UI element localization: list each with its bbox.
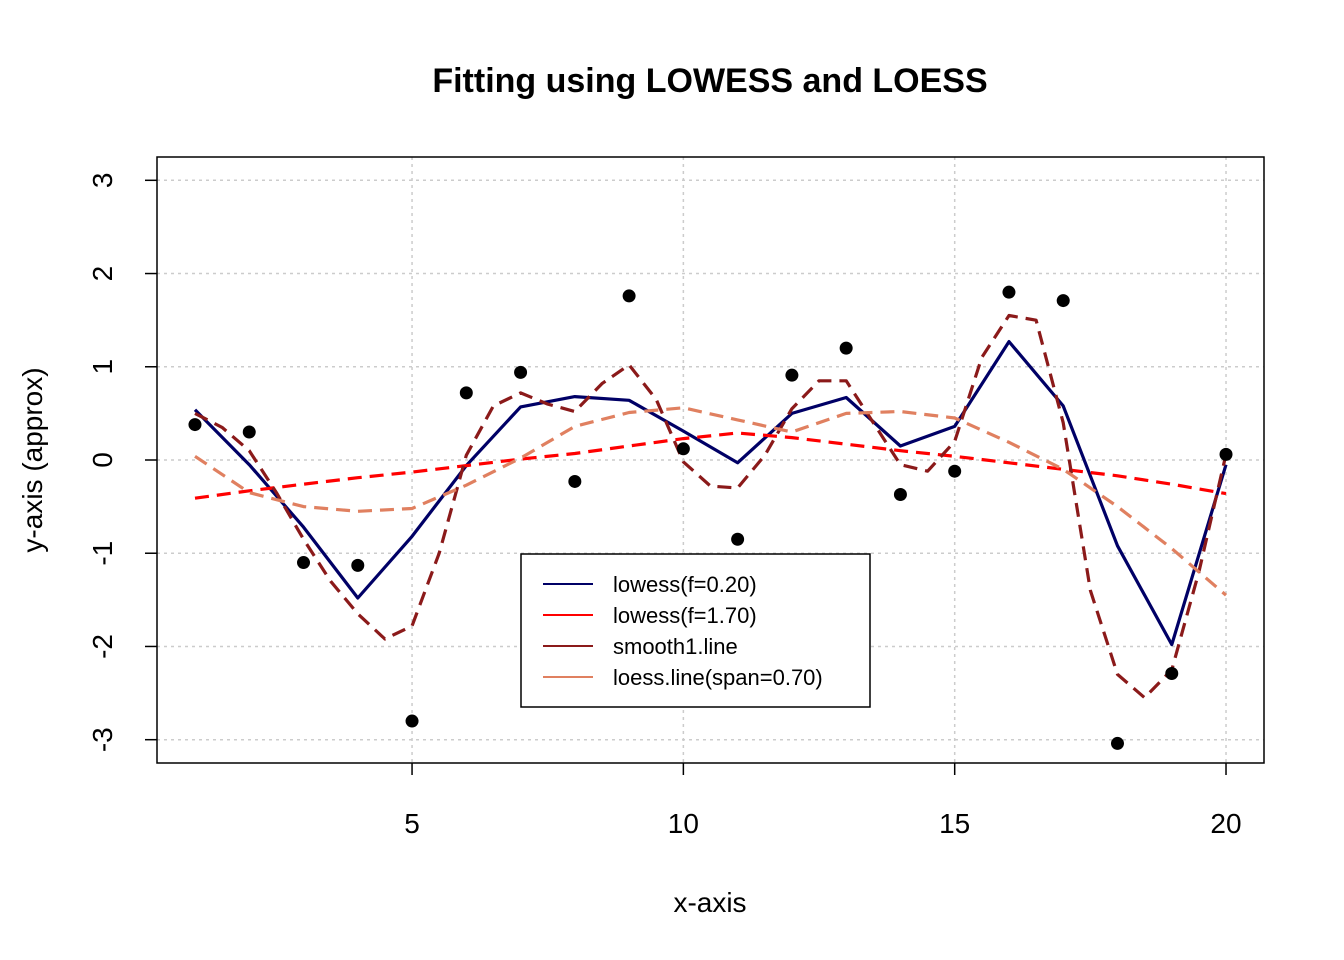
series-line [194,406,1228,597]
data-point [1056,294,1070,308]
data-point [1110,736,1124,750]
x-tick-label: 10 [668,808,699,839]
data-point [351,558,365,572]
x-tick-label: 15 [939,808,970,839]
data-point [568,474,582,488]
legend-label: smooth1.line [613,634,738,659]
legend: lowess(f=0.20) lowess(f=1.70) smooth1.line… [520,553,871,708]
data-point [1165,666,1179,680]
y-tick-label: -1 [87,541,118,566]
data-point [893,487,907,501]
data-points [188,285,1233,750]
series-line [194,431,1227,500]
data-point [514,365,528,379]
data-point [948,464,962,478]
x-axis: 5 10 15 20 [404,763,1242,839]
data-point [731,532,745,546]
chart-title: Fitting using LOWESS and LOESS [432,62,987,100]
data-point [622,289,636,303]
y-tick-label: -2 [87,634,118,659]
data-point [188,418,202,432]
y-axis: -3 -2 -1 0 1 2 3 [87,173,157,752]
data-point [405,714,419,728]
y-axis-label: y-axis (approx) [17,367,48,552]
data-point [459,386,473,400]
legend-label: lowess(f=0.20) [613,572,757,597]
data-point [1219,447,1233,461]
series-layer [193,313,1228,700]
y-tick-label: -3 [87,727,118,752]
legend-label: loess.line(span=0.70) [613,665,823,690]
legend-label: lowess(f=1.70) [613,603,757,628]
data-point [242,425,256,439]
data-point [839,341,853,355]
series-line [194,313,1228,700]
series-line [193,340,1228,647]
x-tick-label: 20 [1210,808,1241,839]
y-tick-label: 1 [87,359,118,375]
y-tick-label: 2 [87,266,118,282]
y-tick-label: 0 [87,452,118,468]
data-point [676,442,690,456]
x-axis-label: x-axis [673,887,746,918]
legend-box [520,553,871,708]
data-point [1002,285,1016,299]
x-tick-label: 5 [404,808,420,839]
data-point [785,368,799,382]
data-point [297,556,311,570]
y-tick-label: 3 [87,173,118,189]
